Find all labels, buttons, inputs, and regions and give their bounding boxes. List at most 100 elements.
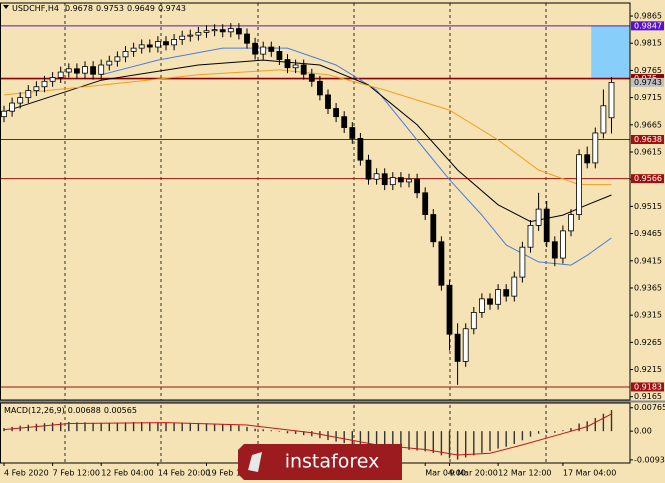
candle-body bbox=[106, 60, 113, 66]
candle-body bbox=[211, 29, 218, 32]
candle-body bbox=[235, 28, 242, 35]
y-tick-label: 0.9515 bbox=[634, 202, 662, 211]
level-label: 0.9183 bbox=[634, 382, 662, 391]
macd-title-part: 0.00565 bbox=[104, 406, 137, 415]
x-tick-label: 4 Feb 2020 bbox=[4, 469, 49, 478]
candle-body bbox=[41, 80, 48, 88]
candle-body bbox=[487, 298, 493, 305]
candle-body bbox=[446, 284, 453, 335]
candle-body bbox=[503, 289, 510, 297]
logo-icon bbox=[248, 452, 262, 472]
candle-body bbox=[17, 97, 24, 104]
candle-body bbox=[414, 178, 421, 194]
candle-body bbox=[187, 34, 194, 37]
level-label: 0.9847 bbox=[634, 21, 662, 30]
x-tick-label: 9 Mar 20:00 bbox=[450, 469, 498, 478]
candle-body bbox=[82, 66, 88, 74]
macd-tick-label: 0.00 bbox=[634, 427, 652, 436]
candle-body bbox=[179, 35, 186, 40]
y-tick-label: 0.9215 bbox=[634, 365, 662, 374]
y-tick-label: 0.9265 bbox=[634, 338, 662, 347]
candle-body bbox=[543, 208, 550, 243]
macd-title: MACD(12,26,9) 0.00688 0.00565 bbox=[4, 406, 137, 415]
y-tick-label: 0.9615 bbox=[634, 148, 662, 157]
candle-body bbox=[65, 68, 72, 73]
x-tick-label: 7 Feb 12:00 bbox=[53, 469, 100, 478]
candle-body bbox=[154, 41, 161, 48]
candle-body bbox=[454, 333, 461, 362]
candle-body bbox=[57, 71, 64, 78]
y-tick-label: 0.9465 bbox=[634, 229, 662, 238]
y-tick-label: 0.9765 bbox=[634, 66, 662, 75]
title-value: USDCHF,H4 bbox=[12, 4, 59, 13]
candle-body bbox=[260, 46, 267, 55]
y-tick-label: 0.9865 bbox=[634, 12, 662, 21]
moving-average bbox=[3, 59, 612, 223]
candle-body bbox=[349, 127, 356, 139]
candle-body bbox=[203, 30, 210, 33]
macd-title-part: 0.00688 bbox=[68, 406, 101, 415]
level-label: 0.9638 bbox=[634, 135, 662, 144]
candle-body bbox=[114, 56, 121, 62]
y-tick-label: 0.9365 bbox=[634, 283, 662, 292]
candle-body bbox=[462, 328, 469, 362]
candle-body bbox=[333, 108, 340, 118]
candle-body bbox=[527, 225, 534, 248]
y-tick-label: 0.9715 bbox=[634, 93, 662, 102]
level-label-box bbox=[631, 382, 664, 392]
level-label-box bbox=[631, 135, 664, 145]
x-tick-label: 12 Feb 04:00 bbox=[101, 469, 153, 478]
macd-tick-label: -0.00938 bbox=[634, 455, 665, 464]
candle-body bbox=[397, 177, 404, 183]
x-tick-label: 17 Mar 04:00 bbox=[563, 469, 616, 478]
price-label-box bbox=[631, 77, 664, 87]
moving-average bbox=[3, 69, 612, 186]
candle-body bbox=[438, 241, 445, 286]
candle-body bbox=[33, 86, 40, 91]
candle-body bbox=[98, 64, 105, 75]
candle-body bbox=[560, 230, 566, 259]
candle-body bbox=[478, 298, 485, 313]
candle-body bbox=[163, 41, 169, 46]
candle-body bbox=[430, 214, 437, 243]
candle-body bbox=[300, 64, 307, 75]
candle-body bbox=[365, 159, 372, 180]
candle-body bbox=[592, 132, 599, 164]
candle-body bbox=[227, 28, 234, 33]
candle-body bbox=[535, 208, 542, 226]
logo: instaforex bbox=[238, 444, 402, 480]
candle-body bbox=[276, 51, 283, 60]
title-value: 0.9743 bbox=[158, 4, 186, 13]
macd-tick-label: 0.00765 bbox=[634, 403, 665, 412]
candle-body bbox=[389, 177, 396, 186]
candle-body bbox=[90, 66, 96, 75]
candle-body bbox=[568, 214, 574, 232]
candle-body bbox=[25, 90, 32, 99]
candle-body bbox=[406, 178, 412, 183]
x-tick-label: Mar 04:00 bbox=[425, 469, 466, 478]
candle-body bbox=[138, 44, 145, 49]
moving-average bbox=[101, 47, 612, 266]
candle-body bbox=[146, 44, 153, 48]
candle-body bbox=[381, 173, 388, 186]
candle-body bbox=[219, 29, 226, 33]
candle-body bbox=[608, 82, 615, 119]
candle-body bbox=[171, 39, 178, 46]
candle-body bbox=[576, 154, 582, 215]
price-pane-border bbox=[0, 2, 631, 401]
candle-body bbox=[284, 59, 291, 69]
candle-body bbox=[551, 241, 558, 259]
title-value: 0.9649 bbox=[127, 4, 155, 13]
candle-body bbox=[511, 276, 518, 297]
candle-body bbox=[357, 138, 364, 161]
target-zone bbox=[591, 25, 630, 79]
candle-body bbox=[470, 312, 477, 330]
candle-body bbox=[341, 116, 348, 128]
x-tick-label: 19 Feb 12:00 bbox=[207, 469, 259, 478]
x-tick-label: 14 Feb 20:00 bbox=[158, 469, 210, 478]
logo-ribbon bbox=[238, 444, 402, 480]
candle-body bbox=[373, 173, 380, 180]
candle-body bbox=[244, 33, 250, 44]
candle-body bbox=[49, 77, 56, 82]
candle-body bbox=[600, 105, 607, 134]
